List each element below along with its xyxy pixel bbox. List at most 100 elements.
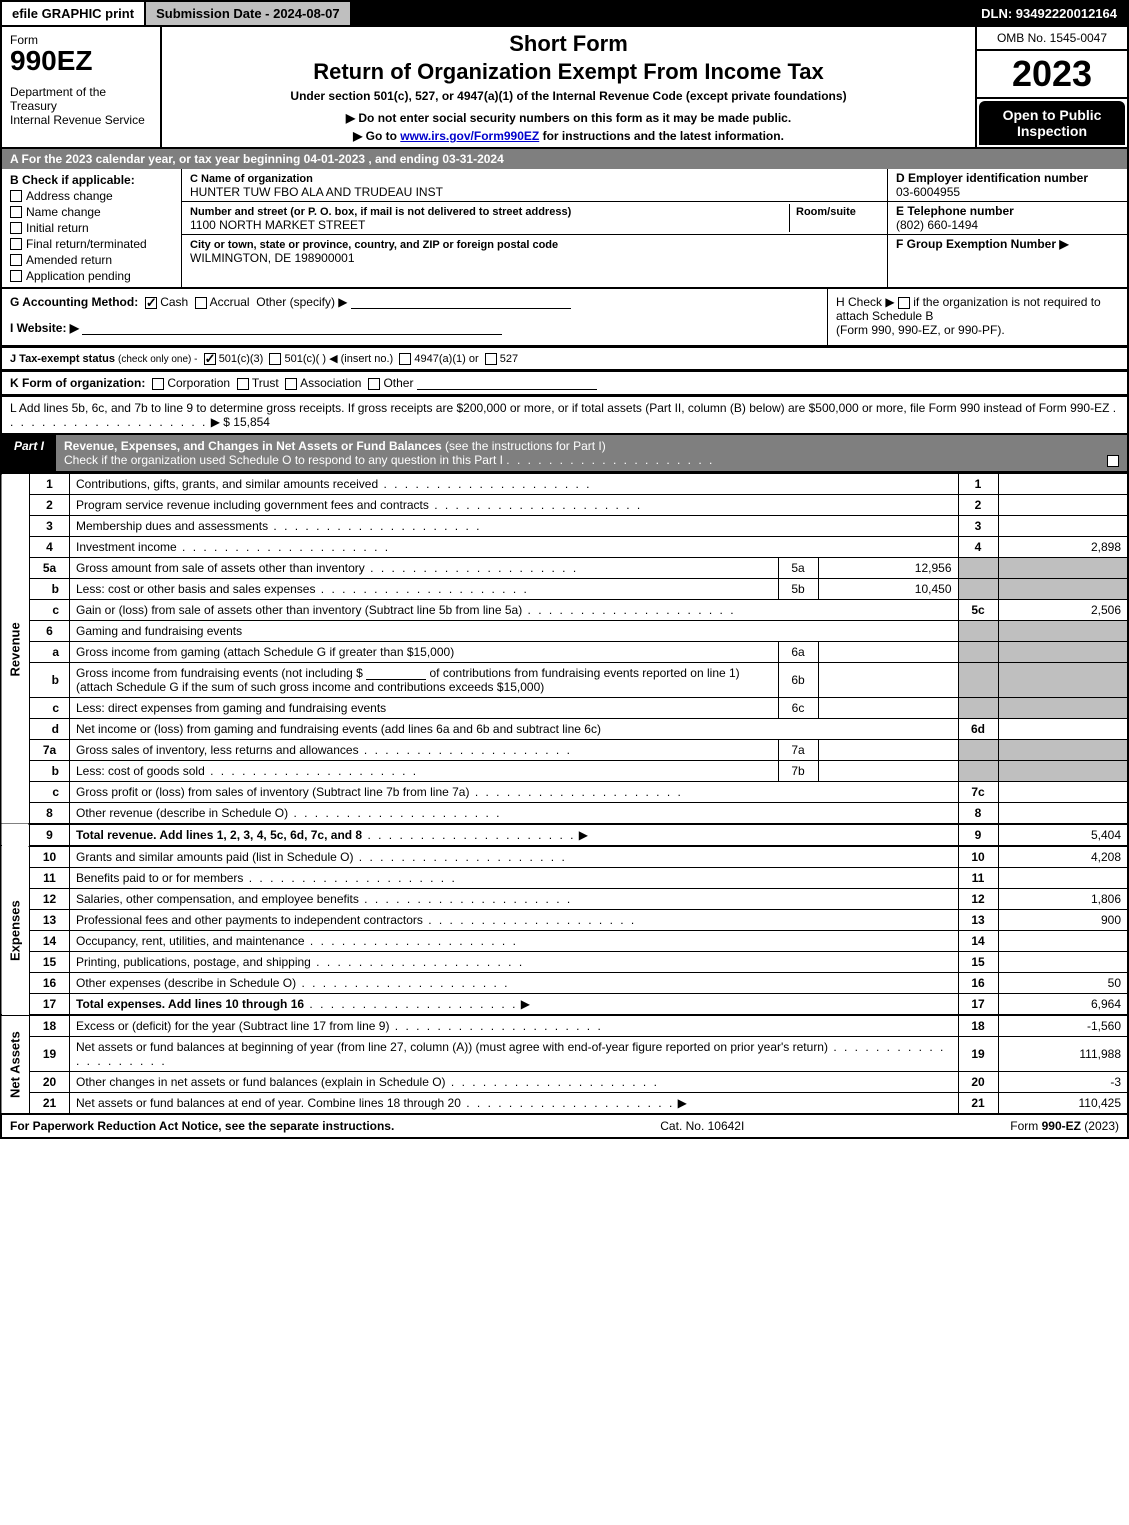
line-18-amt: -1,560: [998, 1015, 1128, 1037]
part-i-tag: Part I: [2, 435, 56, 471]
line-5b-sub: 5b: [778, 579, 818, 600]
line-4-no: 4: [30, 537, 70, 558]
footer-right: Form 990-EZ (2023): [1010, 1119, 1119, 1133]
line-6c-amt-shade: [998, 698, 1128, 719]
chk-accrual[interactable]: [195, 297, 207, 309]
h-txt1: H Check ▶: [836, 295, 895, 309]
open-public-badge: Open to Public Inspection: [979, 101, 1125, 145]
line-6a-shade: [958, 642, 998, 663]
k-block: K Form of organization: Corporation Trus…: [0, 371, 1129, 396]
line-3-amt: [998, 516, 1128, 537]
line-7b-no: b: [30, 761, 70, 782]
chk-527[interactable]: [485, 353, 497, 365]
k-assoc: Association: [300, 376, 361, 390]
k-trust: Trust: [252, 376, 279, 390]
line-14-amt: [998, 931, 1128, 952]
line-4-box: 4: [958, 537, 998, 558]
line-6c-sub: 6c: [778, 698, 818, 719]
irs-link[interactable]: www.irs.gov/Form990EZ: [400, 129, 539, 143]
line-6b-blank[interactable]: [366, 666, 426, 680]
footer-center: Cat. No. 10642I: [660, 1119, 744, 1133]
line-2-no: 2: [30, 495, 70, 516]
line-11-amt: [998, 868, 1128, 889]
line-5b-amt-shade: [998, 579, 1128, 600]
line-12-box: 12: [958, 889, 998, 910]
line-6b-no: b: [30, 663, 70, 698]
line-20-amt: -3: [998, 1072, 1128, 1093]
line-13-desc: Professional fees and other payments to …: [70, 910, 959, 931]
line-5b-desc: Less: cost or other basis and sales expe…: [70, 579, 779, 600]
line-6a-no: a: [30, 642, 70, 663]
goto-line: ▶ Go to www.irs.gov/Form990EZ for instru…: [172, 129, 965, 143]
line-6a-subval: [818, 642, 958, 663]
line-19-desc: Net assets or fund balances at beginning…: [70, 1037, 959, 1072]
form-header: Form 990EZ Department of the Treasury In…: [0, 27, 1129, 149]
section-a-row: A For the 2023 calendar year, or tax yea…: [0, 149, 1129, 289]
line-5a-no: 5a: [30, 558, 70, 579]
line-21-no: 21: [30, 1093, 70, 1115]
line-6c-desc: Less: direct expenses from gaming and fu…: [70, 698, 779, 719]
line-6b-sub: 6b: [778, 663, 818, 698]
chk-address-change[interactable]: [10, 190, 22, 202]
chk-trust[interactable]: [237, 378, 249, 390]
line-11-box: 11: [958, 868, 998, 889]
chk-schedule-o[interactable]: [1107, 455, 1119, 467]
line-15-amt: [998, 952, 1128, 973]
chk-other-org[interactable]: [368, 378, 380, 390]
part-i-title-block: Revenue, Expenses, and Changes in Net As…: [56, 435, 1127, 471]
line-5a-subval: 12,956: [818, 558, 958, 579]
line-14-desc: Occupancy, rent, utilities, and maintena…: [70, 931, 959, 952]
goto-post: for instructions and the latest informat…: [539, 129, 784, 143]
chk-final-return[interactable]: [10, 238, 22, 250]
part-i-bar: Part I Revenue, Expenses, and Changes in…: [0, 435, 1129, 473]
line-7b-amt-shade: [998, 761, 1128, 782]
line-20-no: 20: [30, 1072, 70, 1093]
line-8-box: 8: [958, 803, 998, 825]
j-label: J Tax-exempt status: [10, 353, 115, 365]
chk-association[interactable]: [285, 378, 297, 390]
part-i-table: Revenue 1 Contributions, gifts, grants, …: [0, 473, 1129, 1115]
chk-h[interactable]: [898, 297, 910, 309]
chk-amended-return[interactable]: [10, 254, 22, 266]
chk-initial-return[interactable]: [10, 222, 22, 234]
website-input[interactable]: [82, 321, 502, 335]
h-txt3: (Form 990, 990-EZ, or 990-PF).: [836, 323, 1005, 337]
section-def: D Employer identification number 03-6004…: [887, 169, 1127, 287]
line-7a-desc: Gross sales of inventory, less returns a…: [70, 740, 779, 761]
line-3-box: 3: [958, 516, 998, 537]
chk-501c3[interactable]: [204, 353, 216, 365]
line-3-desc: Membership dues and assessments: [70, 516, 959, 537]
line-10-amt: 4,208: [998, 846, 1128, 868]
line-16-no: 16: [30, 973, 70, 994]
k-other-input[interactable]: [417, 376, 597, 390]
chk-cash[interactable]: [145, 297, 157, 309]
chk-4947[interactable]: [399, 353, 411, 365]
chk-corporation[interactable]: [152, 378, 164, 390]
topbar-spacer: [352, 2, 972, 25]
g-other-input[interactable]: [351, 295, 571, 309]
phone-value: (802) 660-1494: [896, 218, 978, 232]
l-text: L Add lines 5b, 6c, and 7b to line 9 to …: [10, 401, 1109, 415]
part-i-title: Revenue, Expenses, and Changes in Net As…: [64, 439, 442, 453]
org-name: HUNTER TUW FBO ALA AND TRUDEAU INST: [190, 185, 443, 199]
d-label: D Employer identification number: [896, 171, 1088, 185]
ssn-warning: ▶ Do not enter social security numbers o…: [172, 111, 965, 125]
line-7b-subval: [818, 761, 958, 782]
section-a-text: A For the 2023 calendar year, or tax yea…: [2, 149, 1127, 169]
chk-application-pending[interactable]: [10, 270, 22, 282]
line-11-desc: Benefits paid to or for members: [70, 868, 959, 889]
line-8-desc: Other revenue (describe in Schedule O): [70, 803, 959, 825]
line-20-box: 20: [958, 1072, 998, 1093]
line-3-no: 3: [30, 516, 70, 537]
line-10-box: 10: [958, 846, 998, 868]
line-1-no: 1: [30, 474, 70, 495]
submission-date-button[interactable]: Submission Date - 2024-08-07: [146, 2, 352, 25]
chk-name-change[interactable]: [10, 206, 22, 218]
line-6b-d1: Gross income from fundraising events (no…: [76, 666, 363, 680]
line-6-shade: [958, 621, 998, 642]
line-2-amt: [998, 495, 1128, 516]
efile-print-button[interactable]: efile GRAPHIC print: [2, 2, 146, 25]
chk-501c[interactable]: [269, 353, 281, 365]
room-label: Room/suite: [796, 206, 856, 218]
ein-value: 03-6004955: [896, 185, 960, 199]
